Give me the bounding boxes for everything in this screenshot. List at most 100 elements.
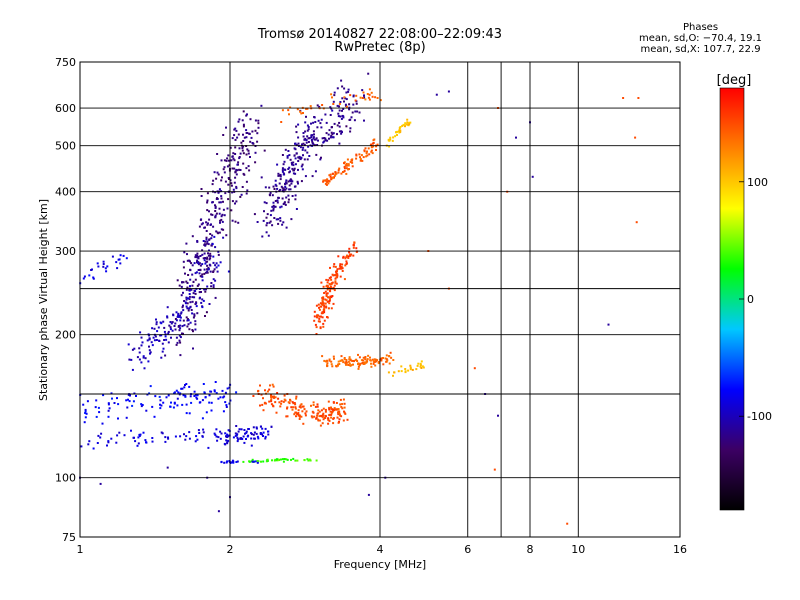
data-point	[323, 311, 326, 314]
data-point	[172, 406, 175, 409]
data-point	[275, 218, 278, 221]
data-point	[166, 466, 169, 469]
data-point	[347, 163, 350, 166]
data-point	[304, 121, 307, 124]
data-point	[317, 119, 320, 122]
data-point	[333, 407, 336, 410]
data-point	[192, 316, 195, 319]
data-point	[185, 403, 188, 406]
data-point	[269, 220, 272, 223]
data-point	[225, 234, 228, 237]
data-point	[206, 257, 208, 260]
data-point	[366, 360, 369, 363]
data-point	[264, 389, 266, 392]
data-point	[176, 279, 179, 282]
data-point	[147, 360, 150, 363]
data-point	[187, 297, 189, 300]
data-point	[244, 432, 246, 435]
data-point	[178, 315, 180, 318]
data-point	[312, 137, 315, 140]
data-point	[385, 360, 388, 363]
data-point	[376, 97, 379, 99]
data-point	[400, 370, 403, 373]
data-point	[281, 197, 284, 200]
data-point	[84, 408, 87, 411]
data-point	[235, 425, 238, 427]
data-point	[340, 405, 343, 408]
data-point	[267, 234, 270, 237]
data-point	[205, 238, 208, 241]
data-point	[222, 228, 225, 231]
data-point	[151, 440, 154, 443]
data-point	[223, 461, 226, 464]
data-point	[197, 283, 200, 286]
data-point	[203, 288, 206, 291]
data-point	[364, 361, 367, 364]
data-point	[297, 123, 300, 126]
data-point	[265, 202, 268, 205]
data-point	[245, 129, 248, 132]
data-point	[272, 185, 275, 188]
data-point	[138, 358, 141, 361]
data-point	[115, 261, 118, 264]
data-point	[194, 292, 197, 295]
data-point	[330, 296, 333, 299]
data-point	[328, 414, 331, 417]
data-point	[300, 165, 303, 168]
data-point	[347, 364, 350, 366]
data-point	[278, 182, 281, 185]
data-point	[343, 87, 346, 90]
data-point	[259, 432, 262, 434]
data-point	[382, 357, 384, 359]
data-point	[294, 163, 297, 166]
data-point	[149, 385, 152, 388]
data-point	[245, 192, 248, 195]
data-point	[196, 394, 199, 397]
data-point	[140, 344, 143, 347]
data-point	[163, 339, 166, 341]
data-point	[298, 405, 301, 408]
data-point	[231, 137, 234, 140]
data-point	[197, 255, 200, 258]
data-point	[201, 279, 204, 282]
data-point	[188, 437, 191, 440]
data-point	[314, 170, 317, 173]
data-point	[226, 207, 229, 210]
data-point	[295, 143, 298, 146]
data-point	[293, 413, 296, 416]
data-point	[213, 268, 216, 271]
data-point	[347, 90, 350, 93]
data-point	[274, 200, 277, 202]
data-point	[253, 431, 256, 434]
data-point	[179, 316, 182, 319]
data-point	[127, 343, 130, 346]
data-point	[97, 434, 100, 437]
data-point	[224, 401, 227, 404]
data-point	[389, 136, 392, 139]
data-point	[231, 200, 234, 203]
data-point	[325, 305, 328, 308]
data-point	[107, 403, 110, 406]
data-point	[328, 359, 331, 362]
data-point	[241, 149, 244, 152]
data-point	[324, 410, 327, 413]
data-point	[260, 393, 263, 396]
data-point	[186, 319, 189, 322]
data-point	[330, 131, 333, 134]
data-point	[330, 282, 333, 285]
data-point	[376, 359, 379, 362]
data-point	[351, 111, 354, 114]
data-point	[330, 107, 333, 110]
colorbar-label: [deg]	[717, 73, 752, 88]
data-point	[364, 356, 367, 358]
data-point	[358, 356, 361, 359]
data-point	[188, 385, 191, 388]
data-point	[232, 152, 235, 155]
data-point	[637, 97, 640, 99]
data-point	[217, 436, 220, 439]
data-point	[192, 347, 194, 350]
data-point	[318, 410, 321, 413]
data-point	[285, 415, 288, 418]
data-point	[189, 268, 192, 271]
data-point	[405, 123, 408, 126]
